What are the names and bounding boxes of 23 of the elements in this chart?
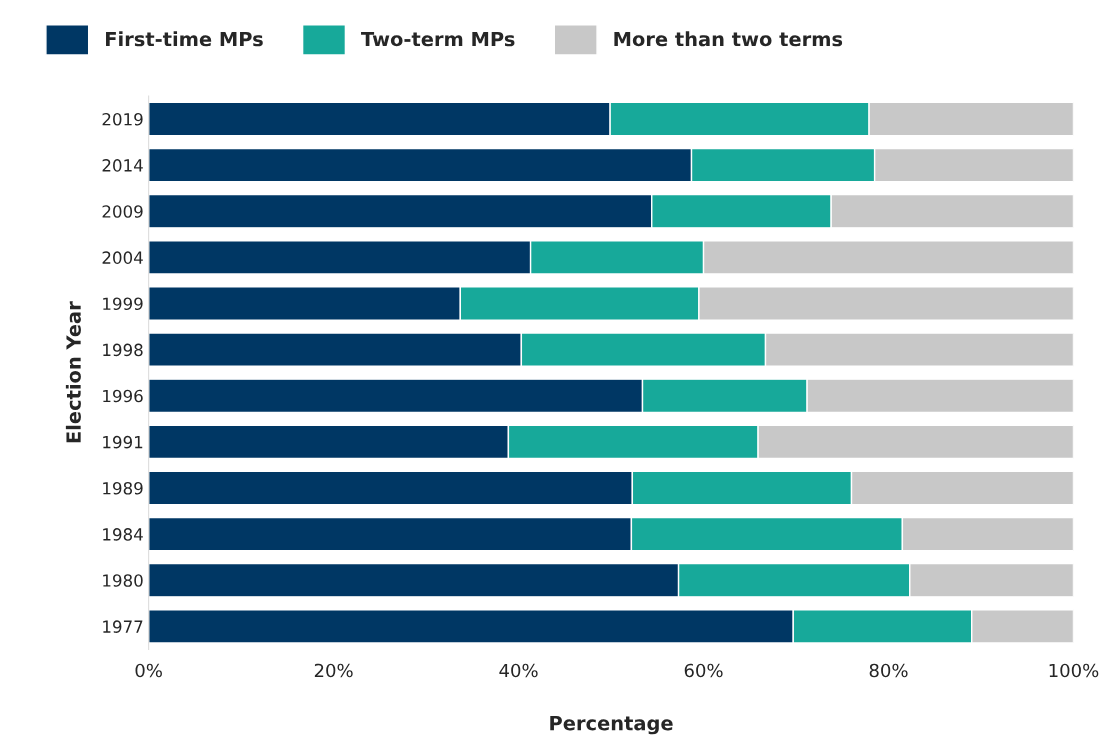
x-tick-label: 0%: [135, 663, 162, 678]
x-tick-label: 20%: [314, 663, 353, 678]
y-axis-title: Election Year: [65, 301, 81, 443]
y-tick-label: 2014: [102, 159, 143, 172]
y-tick-label: 1998: [103, 343, 143, 357]
legend-label: First-time MPs: [106, 31, 263, 47]
y-tick-label: 1977: [103, 620, 143, 633]
x-tick-label: 80%: [869, 663, 908, 678]
x-tick-label: 100%: [1049, 663, 1099, 678]
y-tick-label: 2004: [102, 251, 143, 264]
y-tick-label: 1989: [103, 481, 143, 495]
y-tick-label: 2009: [102, 205, 143, 218]
y-tick-label: 2019: [102, 112, 143, 126]
x-tick-label: 40%: [499, 663, 538, 678]
y-tick-label: 1996: [103, 389, 143, 403]
y-tick-label: 1999: [103, 297, 143, 311]
legend-label: Two-term MPs: [361, 31, 515, 47]
y-tick-label: 1980: [103, 574, 143, 587]
y-tick-label: 1991: [103, 435, 143, 449]
x-tick-label: 60%: [684, 663, 723, 678]
legend-label: More than two terms: [614, 31, 843, 47]
x-axis-title: Percentage: [550, 715, 673, 735]
y-tick-label: 1984: [103, 528, 143, 541]
